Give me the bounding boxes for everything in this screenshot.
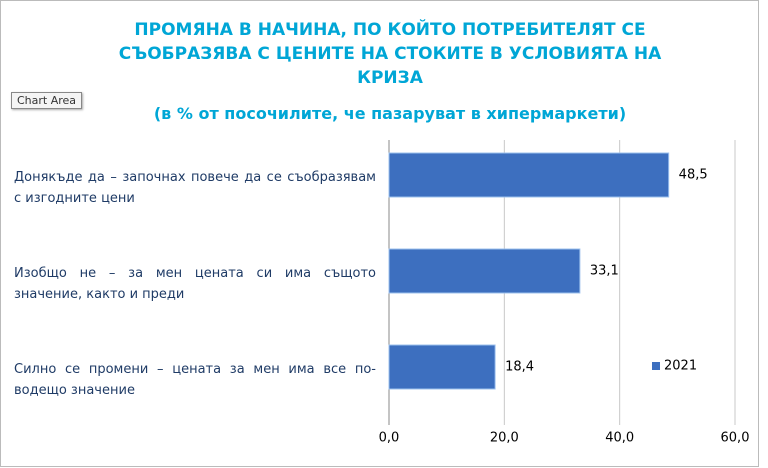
y-tick-label: Изобщо не – за мен цената си има същото … <box>14 266 376 302</box>
y-tick-label: Донякъде да – започнах повече да се съоб… <box>14 170 376 206</box>
value-label: 18,4 <box>505 360 534 375</box>
tooltip: Chart Area <box>11 92 83 109</box>
y-tick-label: Силно се промени – цената за мен има все… <box>14 362 376 398</box>
chart-subtitle: (в % от посочилите, че пазаруват в хипер… <box>153 104 627 123</box>
x-tick-label: 40,0 <box>605 431 634 446</box>
x-tick-label: 0,0 <box>379 431 400 446</box>
value-label: 33,1 <box>590 264 619 279</box>
bar <box>388 344 496 390</box>
chart-title: ПРОМЯНА В НАЧИНА, ПО КОЙТО ПОТРЕБИТЕЛЯТ … <box>118 20 662 88</box>
value-label: 48,5 <box>679 168 708 183</box>
x-tick-label: 20,0 <box>490 431 519 446</box>
bar <box>388 248 581 294</box>
legend-swatch <box>652 362 660 370</box>
bar <box>388 152 670 198</box>
x-tick-label: 60,0 <box>721 431 750 446</box>
legend-label: 2021 <box>664 359 697 374</box>
